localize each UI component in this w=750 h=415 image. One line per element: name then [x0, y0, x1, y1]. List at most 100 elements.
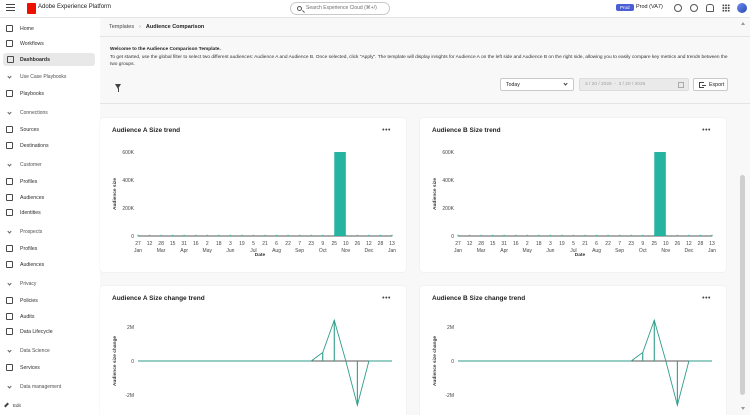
sidebar-item-dashboards[interactable]: Dashboards [3, 53, 95, 66]
app-title[interactable]: Adobe Experience Platform [38, 4, 112, 10]
y-tick-label: 0 [451, 359, 454, 365]
more-icon[interactable]: ••• [702, 127, 711, 134]
scroll-down-icon[interactable] [741, 407, 745, 410]
y-tick-label: 600K [442, 150, 454, 156]
x-tick-label: 3 [549, 241, 552, 247]
more-icon[interactable]: ••• [382, 295, 391, 302]
chevron-down-icon [7, 348, 12, 353]
y-tick-label: -2M [125, 393, 134, 399]
x-tick-month: Nov [661, 248, 670, 254]
series-line [458, 318, 712, 407]
sidebar-item-destinations[interactable]: Destinations [0, 139, 96, 152]
date-end: 3 / 20 / 2026 [618, 82, 646, 87]
sidebar-item-policies[interactable]: Policies [0, 294, 96, 307]
x-tick-label: 5 [252, 241, 255, 247]
sources-icon [6, 126, 13, 133]
workflow-icon [6, 40, 13, 47]
export-button[interactable]: Export [693, 78, 728, 91]
sidebar-item-profiles[interactable]: Profiles [0, 175, 96, 188]
x-tick-month: Jun [226, 248, 234, 254]
date-preset-select[interactable]: Today [500, 78, 574, 91]
x-tick-label: 16 [513, 241, 519, 247]
home-icon [6, 25, 13, 32]
playbook-icon [6, 90, 13, 97]
y-tick-label: 0 [451, 234, 454, 240]
help-icon[interactable] [690, 4, 698, 12]
x-tick-label: 7 [618, 241, 621, 247]
section-label: Data management [20, 384, 62, 390]
sidebar-item-playbooks[interactable]: Playbooks [0, 87, 96, 100]
page-title: Audience Comparison [145, 24, 205, 30]
section-data-management[interactable]: Data management [0, 382, 96, 393]
section-connections[interactable]: Connections [0, 108, 96, 119]
edit-link[interactable]: Edit [13, 403, 21, 408]
chevron-down-icon [7, 281, 12, 286]
date-range-text: 3 / 20 / 2026 - 3 / 20 / 2026 [585, 82, 645, 87]
chevron-down-icon [7, 229, 12, 234]
chevron-down-icon [7, 74, 12, 79]
x-tick-month: Mar [477, 248, 486, 254]
scrollbar-thumb[interactable] [740, 175, 745, 395]
filter-icon[interactable] [115, 84, 121, 92]
more-icon[interactable]: ••• [382, 127, 391, 134]
sidebar-item-label: Audiences [20, 261, 45, 268]
section-data-science[interactable]: Data Science [0, 346, 96, 357]
x-tick-month: Jan [134, 248, 142, 254]
section-label: Customer [20, 162, 42, 168]
x-tick-label: 28 [158, 241, 164, 247]
x-tick-label: 19 [559, 241, 565, 247]
x-tick-label: 7 [298, 241, 301, 247]
sidebar-item-label: Dashboards [20, 56, 50, 63]
sidebar-item-data-lifecycle[interactable]: Data Lifecycle [0, 325, 96, 338]
x-tick-month: Aug [272, 248, 281, 254]
x-tick-label: 23 [308, 241, 314, 247]
adobe-logo[interactable] [27, 3, 36, 14]
sidebar-item-label: Profiles [20, 178, 38, 185]
x-tick-label: 23 [628, 241, 634, 247]
area-segment [654, 152, 666, 236]
y-tick-label: 400K [442, 178, 454, 184]
x-tick-label: 12 [147, 241, 153, 247]
scroll-up-icon[interactable] [741, 22, 745, 25]
avatar[interactable] [737, 3, 747, 13]
search-icon [297, 6, 302, 11]
section-prospects[interactable]: Prospects [0, 227, 96, 238]
date-range-input[interactable]: 3 / 20 / 2026 - 3 / 20 / 2026 [579, 78, 689, 91]
search-input[interactable]: Search Experience Cloud (⌘+/) [290, 2, 390, 15]
bell-icon[interactable] [706, 4, 714, 12]
apps-grid-icon[interactable] [722, 4, 730, 12]
sidebar-item-prospect-profiles[interactable]: Profiles [0, 242, 96, 255]
sandbox-name[interactable]: Prod (VA7) [636, 4, 663, 10]
card-title: Audience B Size trend [432, 127, 501, 134]
sidebar-item-audiences[interactable]: Audiences [0, 191, 96, 204]
sidebar-item-services[interactable]: Services [0, 361, 96, 374]
sidebar-item-label: Audiences [20, 194, 45, 201]
section-customer[interactable]: Customer [0, 160, 96, 171]
size-change-chart-b: Audience size change 2M 0 -2M [432, 318, 712, 407]
more-icon[interactable]: ••• [702, 295, 711, 302]
x-tick-label: 21 [262, 241, 268, 247]
hamburger-icon[interactable] [6, 4, 15, 13]
x-tick-label: 18 [536, 241, 542, 247]
sidebar-item-label: Profiles [20, 245, 38, 252]
sidebar-item-sources[interactable]: Sources [0, 123, 96, 136]
section-label: Prospects [20, 229, 43, 235]
calendar-icon[interactable] [678, 82, 684, 88]
date-preset-value: Today [506, 82, 520, 88]
section-privacy[interactable]: Privacy [0, 279, 96, 290]
breadcrumb-templates[interactable]: Templates [109, 24, 135, 30]
section-use-case-playbooks[interactable]: Use Case Playbooks [0, 72, 96, 83]
sidebar-item-prospect-audiences[interactable]: Audiences [0, 258, 96, 271]
sidebar-item-audits[interactable]: Audits [0, 310, 96, 323]
x-tick-month: Jul [250, 248, 256, 254]
sidebar-item-home[interactable]: Home [0, 22, 96, 35]
x-tick-label: 10 [663, 241, 669, 247]
sandbox-badge[interactable]: Prod [616, 4, 634, 11]
card-audience-a-size-trend: Audience A Size trend ••• Audience size 6… [100, 118, 406, 272]
chat-icon[interactable] [674, 4, 682, 12]
y-tick-label: 200K [122, 206, 134, 212]
x-tick-label: 16 [193, 241, 199, 247]
sidebar-item-identities[interactable]: Identities [0, 206, 96, 219]
date-separator: - [614, 82, 616, 87]
sidebar-item-workflows[interactable]: Workflows [0, 37, 96, 50]
